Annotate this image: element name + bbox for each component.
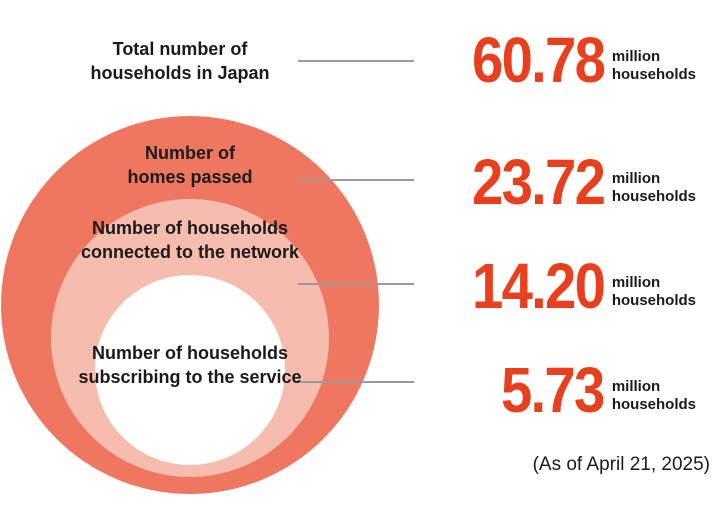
value-unit: million households: [612, 274, 696, 310]
label-line: Number of households: [91, 343, 288, 363]
value-number: 60.78: [471, 24, 606, 96]
unit-line: households: [611, 66, 696, 83]
label-connected-households: Number of households connected to the ne…: [50, 216, 330, 264]
label-total-households: Total number of households in Japan: [60, 37, 300, 85]
figure-total-households: 60.78 million households: [454, 24, 696, 96]
value-number: 23.72: [471, 146, 606, 218]
unit-line: households: [611, 188, 696, 205]
label-homes-passed: Number of homes passed: [70, 141, 310, 189]
label-line: Number of: [145, 143, 235, 163]
label-subscribing-households: Number of households subscribing to the …: [50, 341, 330, 389]
unit-line: million: [611, 274, 661, 291]
label-line: households in Japan: [90, 63, 270, 83]
value-unit: million households: [612, 48, 696, 84]
value-number: 5.73: [501, 354, 605, 426]
label-line: Number of households: [91, 218, 288, 238]
unit-line: million: [611, 170, 661, 187]
unit-line: million: [611, 378, 661, 395]
figure-subscribing-households: 5.73 million households: [487, 354, 696, 426]
label-line: subscribing to the service: [78, 367, 302, 387]
value-unit: million households: [612, 378, 696, 414]
unit-line: million: [611, 48, 661, 65]
label-line: Total number of: [112, 39, 248, 59]
value-unit: million households: [612, 170, 696, 206]
unit-line: households: [611, 396, 696, 413]
figure-connected-households: 14.20 million households: [454, 250, 696, 322]
value-number: 14.20: [471, 250, 606, 322]
as-of-date-note: (As of April 21, 2025): [532, 454, 710, 475]
unit-line: households: [611, 292, 696, 309]
subscribing-households-circle: [95, 275, 285, 465]
label-line: homes passed: [127, 167, 253, 187]
label-line: connected to the network: [80, 242, 300, 262]
figure-homes-passed: 23.72 million households: [454, 146, 696, 218]
